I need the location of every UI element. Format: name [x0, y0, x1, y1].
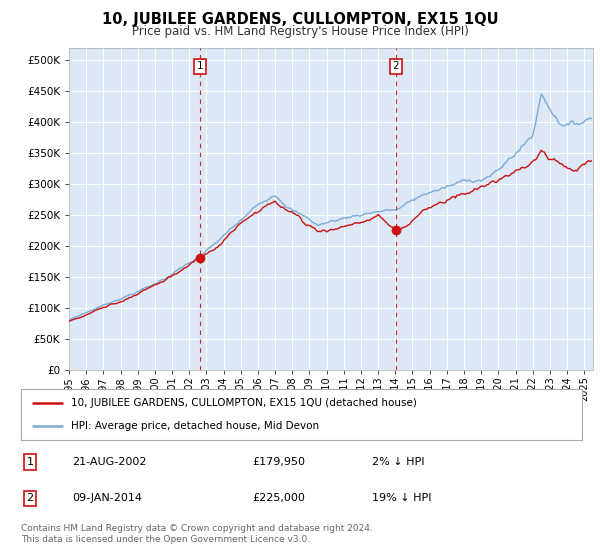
Text: 21-AUG-2002: 21-AUG-2002	[72, 457, 146, 467]
Text: Price paid vs. HM Land Registry's House Price Index (HPI): Price paid vs. HM Land Registry's House …	[131, 25, 469, 38]
Text: Contains HM Land Registry data © Crown copyright and database right 2024.
This d: Contains HM Land Registry data © Crown c…	[21, 524, 373, 544]
Text: £179,950: £179,950	[252, 457, 305, 467]
Text: 1: 1	[197, 61, 203, 71]
Text: 1: 1	[26, 457, 34, 467]
Text: 2: 2	[26, 493, 34, 503]
Text: 19% ↓ HPI: 19% ↓ HPI	[372, 493, 431, 503]
Text: 10, JUBILEE GARDENS, CULLOMPTON, EX15 1QU: 10, JUBILEE GARDENS, CULLOMPTON, EX15 1Q…	[101, 12, 499, 27]
Text: 09-JAN-2014: 09-JAN-2014	[72, 493, 142, 503]
Text: £225,000: £225,000	[252, 493, 305, 503]
Text: 10, JUBILEE GARDENS, CULLOMPTON, EX15 1QU (detached house): 10, JUBILEE GARDENS, CULLOMPTON, EX15 1Q…	[71, 398, 418, 408]
Text: 2: 2	[392, 61, 399, 71]
Text: 2% ↓ HPI: 2% ↓ HPI	[372, 457, 425, 467]
Text: HPI: Average price, detached house, Mid Devon: HPI: Average price, detached house, Mid …	[71, 421, 320, 431]
